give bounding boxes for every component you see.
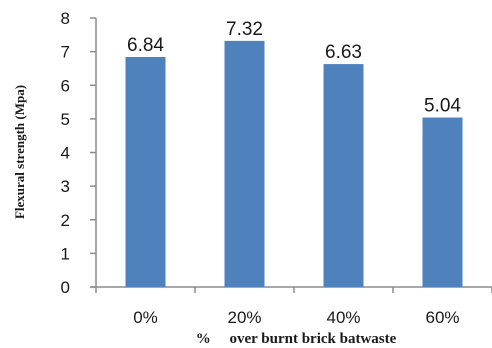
y-tick-label: 1 xyxy=(61,244,70,263)
y-tick-label: 6 xyxy=(61,76,70,95)
x-tick-label: 0% xyxy=(133,308,158,327)
y-tick-label: 5 xyxy=(61,110,70,129)
x-tick-label: 60% xyxy=(425,308,459,327)
y-tick-label: 7 xyxy=(61,43,70,62)
bar-20pct xyxy=(224,40,265,287)
y-tick-label: 0 xyxy=(61,278,70,297)
y-axis: 0 1 2 3 4 5 6 7 8 xyxy=(61,9,97,297)
bar-40pct xyxy=(323,64,364,287)
x-tick-label: 20% xyxy=(227,308,261,327)
data-label: 6.84 xyxy=(127,35,164,56)
x-axis-title: % over burnt brick batwaste xyxy=(196,331,397,347)
bar-60pct xyxy=(422,117,463,287)
y-axis-title: Flexural strength (Mpa) xyxy=(12,85,27,219)
y-tick-label: 2 xyxy=(61,211,70,230)
data-label: 7.32 xyxy=(226,19,263,40)
y-tick-label: 8 xyxy=(61,9,70,28)
x-axis: 0% 20% 40% 60% xyxy=(90,286,492,327)
x-tick-label: 40% xyxy=(326,308,360,327)
y-tick-label: 4 xyxy=(61,144,70,163)
data-label: 5.04 xyxy=(424,96,461,117)
y-tick-label: 3 xyxy=(61,177,70,196)
data-labels: 6.84 7.32 6.63 5.04 xyxy=(127,19,461,117)
bars xyxy=(125,40,463,287)
bar-0pct xyxy=(125,57,166,287)
data-label: 6.63 xyxy=(325,42,362,63)
